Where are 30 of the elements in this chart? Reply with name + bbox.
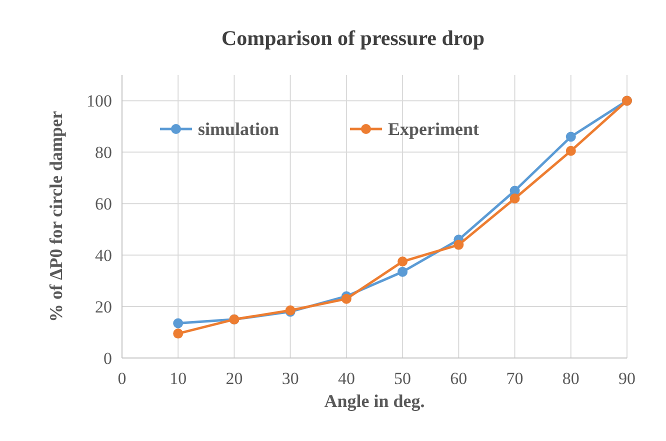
x-tick-label: 40 — [338, 369, 355, 388]
x-tick-label: 50 — [394, 369, 412, 388]
x-tick-label: 10 — [170, 369, 187, 388]
x-tick-label: 0 — [118, 369, 126, 388]
y-tick-label: 100 — [86, 92, 112, 111]
point — [173, 318, 184, 328]
point — [398, 256, 408, 267]
point — [566, 146, 576, 156]
x-tick-label: 20 — [226, 369, 243, 388]
point — [510, 193, 520, 204]
x-axis-title: Angle in deg. — [324, 391, 425, 411]
x-tick-label: 90 — [618, 369, 636, 388]
y-tick-label: 60 — [95, 194, 112, 214]
x-tick-label: 60 — [450, 369, 468, 388]
y-tick-label: 0 — [104, 349, 112, 368]
x-tick-label: 80 — [562, 369, 580, 388]
y-tick-label: 80 — [95, 143, 112, 162]
y-tick-label: 40 — [95, 246, 112, 266]
point — [566, 132, 576, 142]
y-tick-label: 20 — [95, 298, 112, 317]
point — [398, 266, 408, 277]
x-tick-label: 70 — [506, 369, 524, 388]
chart-title: Comparison of pressure drop — [221, 26, 485, 50]
legend-label: simulation — [198, 119, 280, 139]
y-axis-title: % of ΔP0 for circle damper — [46, 110, 66, 322]
point — [341, 294, 352, 304]
legend-label: Experiment — [388, 119, 479, 139]
x-tick-label: 30 — [282, 369, 299, 388]
point — [173, 328, 184, 339]
point — [454, 240, 464, 250]
